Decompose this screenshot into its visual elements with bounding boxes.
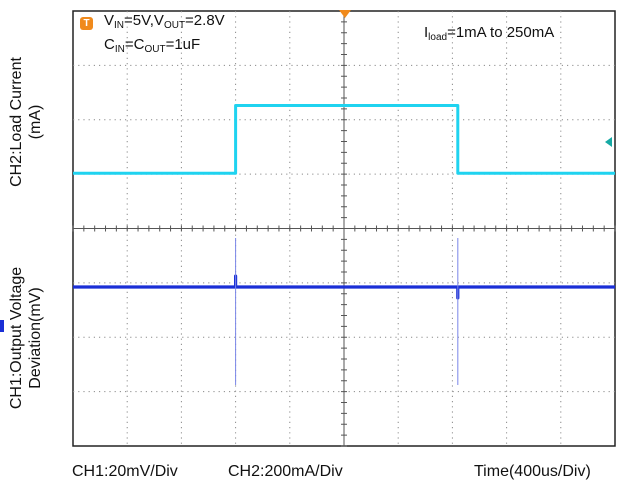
traces [73,104,615,385]
ylabel-ch2-line2: (mA) [27,104,44,140]
cin-cout-annotation: CIN=COUT=1uF [104,36,201,55]
vin-vout-annotation: VIN=5V,VOUT=2.8V [104,12,225,31]
ch1-level-marker [0,320,4,332]
ch2-scale-label: CH2:200mA/Div [228,463,343,480]
ylabel-ch1: CH1:Output Voltage Deviation(mV) [7,267,45,409]
graticule-grid [72,10,616,447]
ylabel-ch2-line1: CH2:Load Current [8,57,25,187]
trigger-t-icon: T [80,17,93,30]
ylabel-ch2: CH2:Load Current (mA) [7,57,45,187]
ch1-scale-label: CH1:20mV/Div [72,463,178,480]
ylabel-ch1-line1: CH1:Output Voltage [8,266,25,410]
ch2-load-current-trace [73,104,615,175]
trigger-position-marker [339,10,351,18]
iload-annotation: Iload=1mA to 250mA [424,24,555,43]
ylabel-ch1-line2: Deviation(mV) [27,287,44,389]
ch2-level-marker [605,137,612,147]
x-axis-label: Time(400us/Div) [474,463,591,480]
